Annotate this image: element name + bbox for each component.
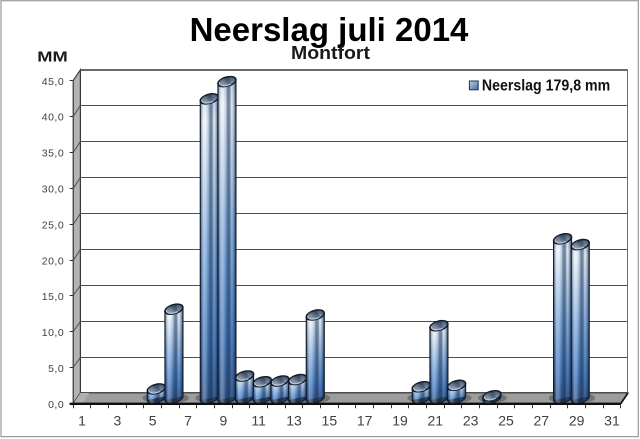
svg-text:5,0: 5,0 [48, 363, 64, 375]
svg-text:45,0: 45,0 [42, 76, 64, 88]
svg-text:0,0: 0,0 [48, 399, 64, 411]
svg-text:15,0: 15,0 [42, 291, 64, 303]
svg-text:31: 31 [604, 412, 620, 428]
svg-text:Neerslag 179,8 mm: Neerslag 179,8 mm [482, 78, 610, 95]
svg-text:35,0: 35,0 [42, 148, 64, 160]
svg-text:25: 25 [498, 412, 514, 428]
svg-text:23: 23 [463, 412, 479, 428]
svg-text:19: 19 [392, 412, 408, 428]
svg-text:10,0: 10,0 [42, 327, 64, 339]
svg-text:1: 1 [78, 412, 86, 428]
svg-text:15: 15 [322, 412, 338, 428]
svg-text:25,0: 25,0 [42, 219, 64, 231]
svg-text:27: 27 [534, 412, 550, 428]
svg-text:Montfort: Montfort [291, 42, 370, 63]
svg-text:30,0: 30,0 [42, 184, 64, 196]
svg-text:3: 3 [113, 412, 121, 428]
svg-text:7: 7 [184, 412, 192, 428]
svg-text:40,0: 40,0 [42, 112, 64, 124]
svg-text:11: 11 [251, 412, 266, 428]
svg-text:MM: MM [37, 48, 68, 65]
svg-text:29: 29 [569, 412, 585, 428]
svg-text:20,0: 20,0 [42, 255, 64, 267]
svg-text:Neerslag juli 2014: Neerslag juli 2014 [190, 11, 469, 48]
svg-text:17: 17 [357, 412, 373, 428]
svg-text:13: 13 [286, 412, 302, 428]
svg-text:21: 21 [428, 412, 444, 428]
svg-text:9: 9 [219, 412, 227, 428]
svg-text:5: 5 [149, 412, 157, 428]
